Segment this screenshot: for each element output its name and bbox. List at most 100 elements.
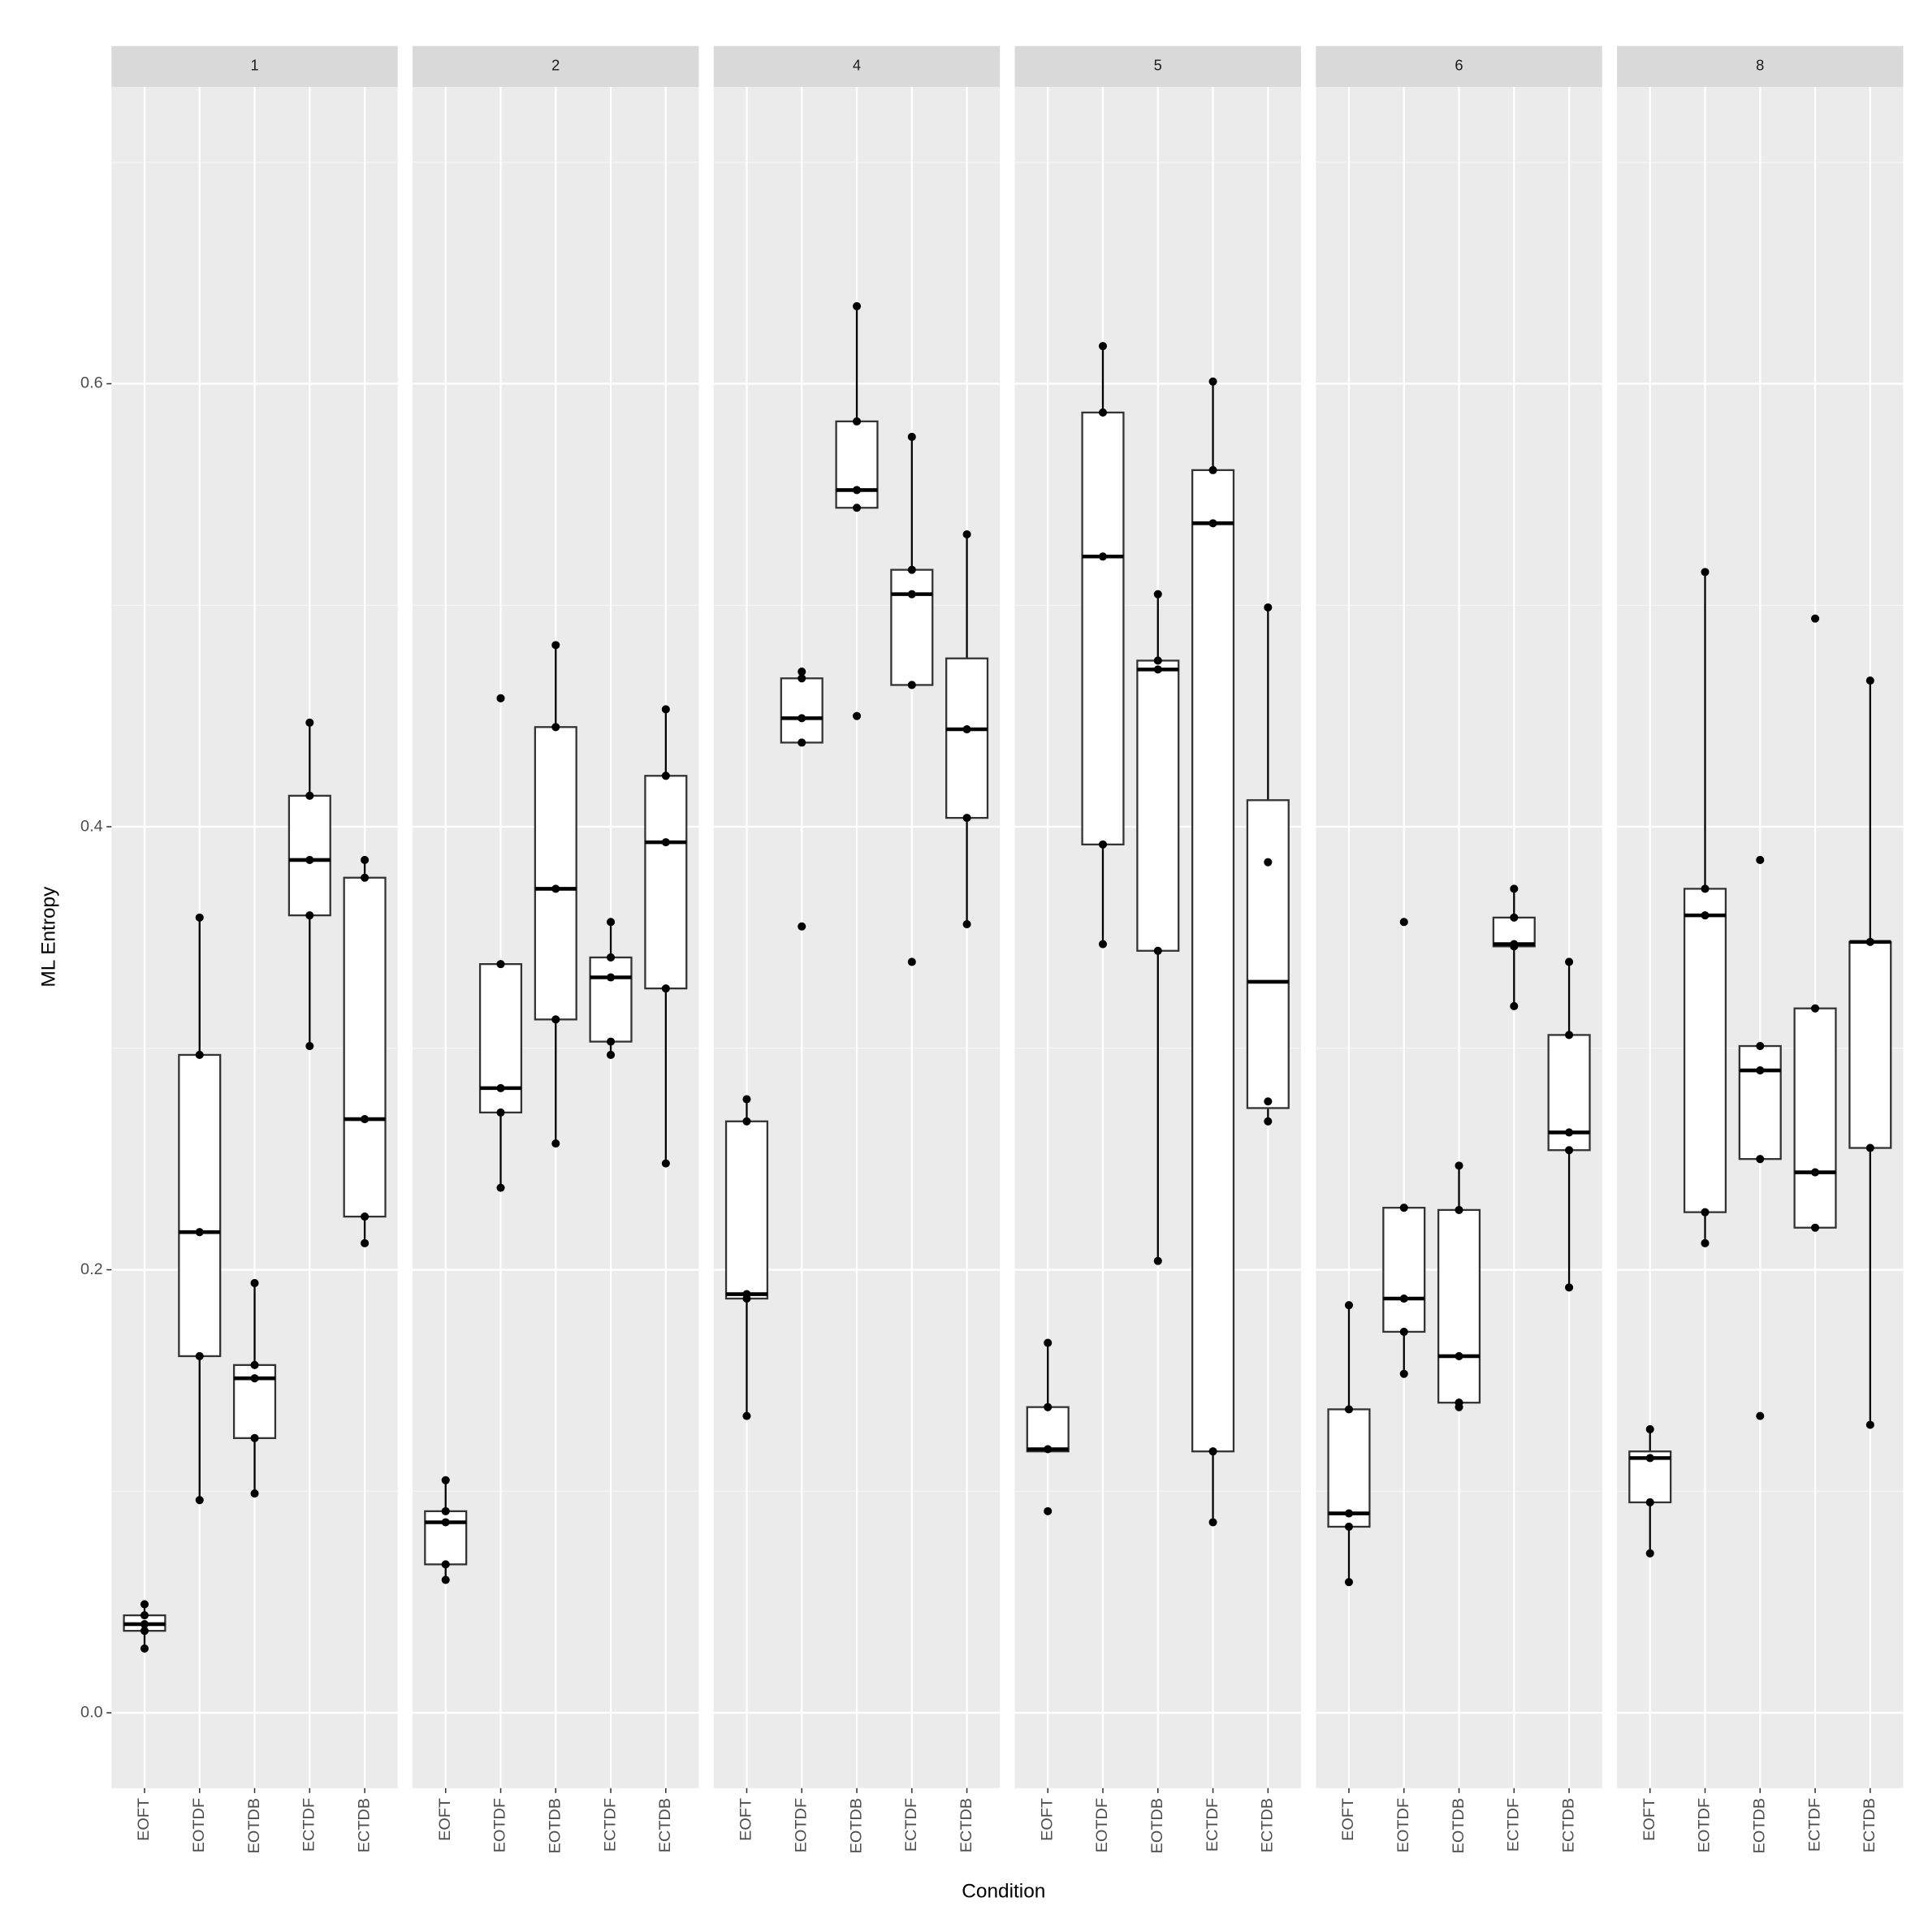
point xyxy=(496,694,505,702)
point xyxy=(361,1212,370,1221)
strip xyxy=(1014,45,1301,88)
x-tick-label: ECTDB xyxy=(1259,1798,1277,1852)
point xyxy=(1756,1066,1765,1075)
point xyxy=(852,417,862,426)
box xyxy=(1026,1406,1070,1453)
x-tick-label: ECTDF xyxy=(902,1798,920,1852)
point xyxy=(1645,1549,1654,1558)
point xyxy=(441,1575,450,1584)
strip xyxy=(713,45,1001,88)
point xyxy=(1565,1146,1574,1155)
point xyxy=(1208,519,1217,528)
point xyxy=(907,957,916,966)
point xyxy=(551,884,560,893)
point xyxy=(195,1050,204,1060)
point xyxy=(1811,1223,1820,1232)
box xyxy=(1848,940,1892,1149)
point xyxy=(1344,1301,1354,1310)
point xyxy=(1455,1403,1463,1411)
point xyxy=(1756,1411,1765,1420)
strip-label: 2 xyxy=(551,57,560,74)
point xyxy=(551,1015,560,1024)
point xyxy=(1811,1004,1820,1013)
strip-label: 8 xyxy=(1756,57,1764,74)
point xyxy=(1701,884,1710,893)
point xyxy=(1264,603,1273,612)
x-tick-label: ECTDF xyxy=(1505,1798,1523,1852)
point xyxy=(1865,1143,1874,1152)
x-tick-label: EOTDB xyxy=(245,1798,263,1853)
point xyxy=(441,1506,450,1515)
point xyxy=(250,1489,259,1498)
point xyxy=(1455,1161,1463,1170)
point xyxy=(1565,1283,1574,1292)
point xyxy=(1756,1042,1765,1051)
x-tick-label: ECTDF xyxy=(1805,1798,1823,1852)
point xyxy=(962,814,971,823)
x-tick-label: EOTDB xyxy=(547,1798,564,1853)
point xyxy=(195,1351,204,1360)
point xyxy=(361,873,370,882)
x-tick-label: EOTDF xyxy=(792,1798,810,1852)
box xyxy=(1136,659,1180,952)
box xyxy=(724,1120,769,1300)
point xyxy=(742,1294,751,1303)
point xyxy=(195,1496,204,1505)
point xyxy=(607,1037,616,1046)
point xyxy=(1044,1445,1053,1454)
x-tick-label: EOTDF xyxy=(1394,1798,1412,1852)
x-tick-label: ECTDB xyxy=(958,1798,975,1852)
x-tick-label: EOFT xyxy=(135,1798,153,1841)
box xyxy=(945,657,989,819)
box xyxy=(1738,1044,1782,1160)
point xyxy=(1044,1403,1053,1411)
point xyxy=(305,718,314,727)
point xyxy=(798,714,806,723)
y-tick-label: 0.6 xyxy=(80,374,103,392)
point xyxy=(1098,408,1108,417)
point xyxy=(250,1360,259,1369)
x-tick-label: EOTDB xyxy=(847,1798,865,1853)
point xyxy=(1865,1420,1874,1429)
point xyxy=(1208,1447,1217,1456)
point xyxy=(907,590,916,599)
point xyxy=(798,674,806,683)
x-tick-label: ECTDB xyxy=(656,1798,674,1852)
x-tick-label: ECTDF xyxy=(300,1798,318,1852)
box xyxy=(1437,1208,1481,1404)
point xyxy=(661,838,670,847)
point xyxy=(1756,855,1765,864)
box xyxy=(343,876,387,1218)
point xyxy=(496,1183,505,1192)
box xyxy=(890,568,934,686)
point xyxy=(661,1159,670,1168)
strip-label: 6 xyxy=(1455,57,1463,74)
box xyxy=(1191,469,1235,1453)
point xyxy=(1865,937,1874,946)
point xyxy=(1811,614,1820,623)
point xyxy=(1510,942,1519,951)
point xyxy=(305,855,314,864)
strip-label: 4 xyxy=(853,57,861,74)
y-tick-label: 0.2 xyxy=(80,1260,103,1278)
point xyxy=(607,918,616,927)
point xyxy=(742,1095,751,1104)
point xyxy=(1399,1327,1408,1336)
point xyxy=(1344,1522,1354,1531)
point xyxy=(1565,957,1574,966)
x-tick-label: EOTDB xyxy=(1751,1798,1769,1853)
box xyxy=(780,677,824,744)
point xyxy=(250,1374,259,1383)
point xyxy=(1701,911,1710,920)
point xyxy=(1044,1506,1053,1515)
point xyxy=(496,960,505,969)
box xyxy=(1382,1207,1426,1333)
x-axis-title: Condition xyxy=(962,1880,1045,1902)
point xyxy=(798,668,806,676)
point xyxy=(1098,940,1108,949)
point xyxy=(1264,1097,1273,1106)
point xyxy=(661,772,670,780)
point xyxy=(1153,590,1162,599)
